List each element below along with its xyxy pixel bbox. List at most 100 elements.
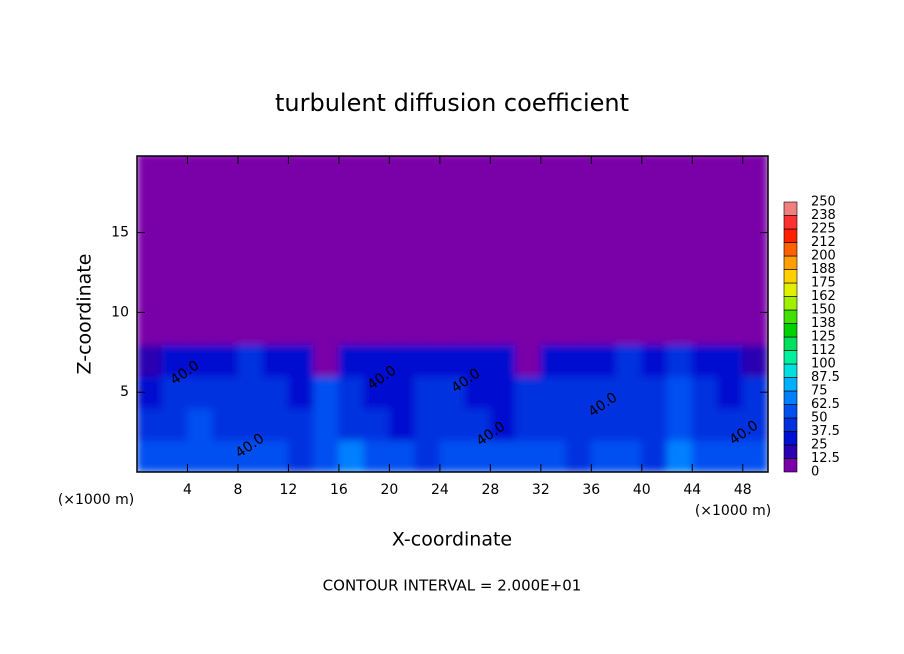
y-tick-label: 10 [111,304,129,320]
cell [363,311,390,345]
colorbar-bin [783,390,798,405]
cell [186,184,214,218]
cell [262,156,289,186]
cell [616,248,643,281]
cell [414,407,441,441]
x-tick-label: 24 [431,482,449,498]
cell [313,311,340,345]
cell [414,375,441,409]
cell [212,248,239,281]
cell [262,311,289,345]
cell [439,216,466,250]
colorbar-label: 100 [811,357,836,372]
cell [464,343,491,377]
cell [489,407,517,441]
cell [414,343,441,377]
cell [237,248,264,281]
cell [388,184,416,218]
cell [262,407,289,441]
cell [641,279,668,313]
cell [237,311,264,345]
colorbar-label: 250 [811,195,836,210]
cell [641,184,668,218]
cell [717,248,744,281]
cell [616,375,643,409]
colorbar-bin [783,282,798,297]
cell [616,343,643,377]
colorbar-label: 12.5 [811,451,840,466]
cell [717,375,744,409]
x-unit: (×1000 m) [695,503,771,519]
cell [338,216,365,250]
colorbar-label: 138 [811,316,836,331]
cell [363,156,390,186]
cell [161,279,188,313]
cell [439,407,466,441]
cell [237,439,264,472]
cell [489,439,517,472]
cell [464,248,491,281]
cell [515,343,542,377]
cell [691,375,719,409]
colorbar-bin [783,309,798,324]
colorbar-bin [783,350,798,365]
cell [691,156,719,186]
x-tick-label: 16 [330,482,348,498]
cell [161,248,188,281]
colorbar-label: 87.5 [811,370,840,385]
cell [137,279,163,313]
cell [262,279,289,313]
footer-note: CONTOUR INTERVAL = 2.000E+01 [323,577,582,595]
cell [641,156,668,186]
x-tick-label: 40 [633,482,651,498]
cell [313,156,340,186]
cell [590,156,618,186]
cell [691,184,719,218]
cell [287,216,315,250]
cell [489,248,517,281]
cell [137,248,163,281]
cell [666,156,693,186]
cell [565,375,592,409]
cell [691,343,719,377]
cell [161,439,188,472]
cell [237,407,264,441]
cell [717,279,744,313]
cell [742,248,768,281]
cell [388,216,416,250]
cell [212,375,239,409]
cell [717,184,744,218]
cell [313,439,340,472]
cell [439,343,466,377]
cell [414,216,441,250]
cell [540,439,567,472]
cell [565,279,592,313]
cell [717,407,744,441]
colorbar-label: 125 [811,330,836,345]
cell [540,184,567,218]
cell [388,156,416,186]
cell [262,184,289,218]
cell [388,439,416,472]
cell [212,439,239,472]
cell [363,439,390,472]
cell [161,407,188,441]
cell [691,216,719,250]
x-tick-label: 12 [280,482,298,498]
cell [338,156,365,186]
cell [742,279,768,313]
cell [439,439,466,472]
colorbar-label: 162 [811,289,836,304]
cell [287,407,315,441]
cell [515,439,542,472]
colorbar-bin [783,228,798,243]
cell [540,407,567,441]
cell [262,216,289,250]
cell [313,216,340,250]
colorbar-label: 225 [811,222,836,237]
y-unit: (×1000 m) [58,492,134,508]
x-tick-label: 48 [734,482,752,498]
x-tick-label: 20 [380,482,398,498]
cell [363,343,390,377]
cell [439,184,466,218]
